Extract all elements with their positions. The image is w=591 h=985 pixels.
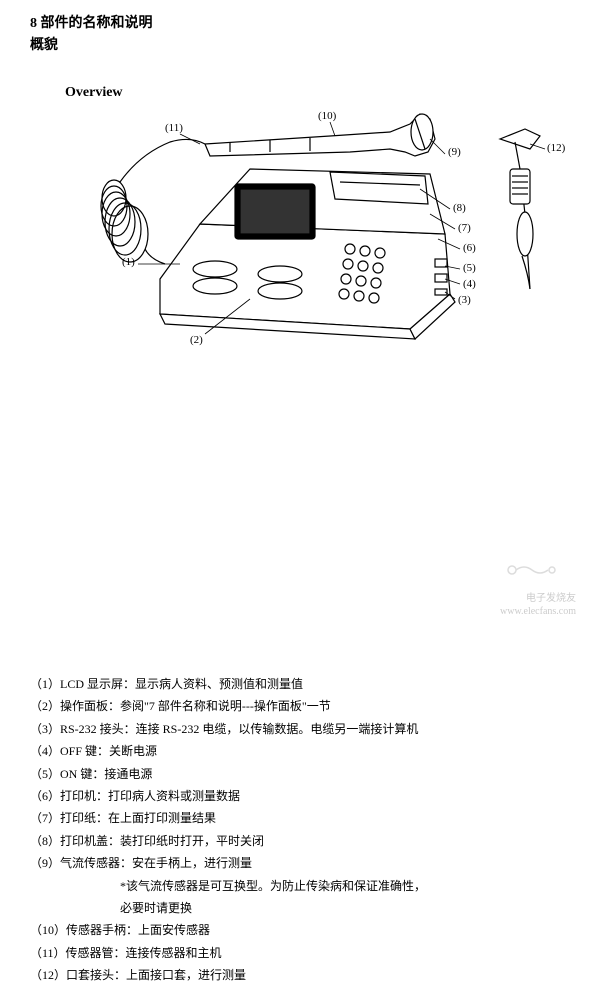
section-number: 8 [30,16,37,31]
list-item: （10）传感器手柄：上面安传感器 [30,920,561,940]
list-item: （11）传感器管：连接传感器和主机 [30,943,561,963]
section-title-text: 部件的名称和说明 [41,16,153,31]
callout-10: (10) [318,110,336,122]
device-diagram: (1) (2) (3) (4) (5) (6) (7) (8) (9) (10)… [50,94,570,374]
section-subtitle: 概貌 [30,34,561,54]
callout-5: (5) [463,262,476,274]
parts-list: （1）LCD 显示屏：显示病人资料、预测值和测量值 （2）操作面板：参阅"7 部… [30,674,561,985]
list-item: （3）RS-232 接头：连接 RS-232 电缆，以传输数据。电缆另一端接计算… [30,719,561,739]
callout-2: (2) [190,334,203,346]
callout-4: (4) [463,278,476,290]
callout-9: (9) [448,146,461,158]
watermark-brand: 电子发烧友 [500,589,576,604]
list-item: （1）LCD 显示屏：显示病人资料、预测值和测量值 [30,674,561,694]
callout-11: (11) [165,122,183,134]
section-heading: 8 部件的名称和说明 [30,12,561,32]
list-item: （8）打印机盖：装打印纸时打开，平时关闭 [30,831,561,851]
list-item: （9）气流传感器：安在手柄上，进行测量 [30,853,561,873]
device-illustration [50,94,570,374]
callout-7: (7) [458,222,471,234]
list-item: （2）操作面板：参阅"7 部件名称和说明---操作面板"一节 [30,696,561,716]
watermark-logo-icon [500,558,570,582]
list-item: （5）ON 键：接通电源 [30,764,561,784]
list-item: （7）打印纸：在上面打印测量结果 [30,808,561,828]
list-item: （6）打印机：打印病人资料或测量数据 [30,786,561,806]
callout-8: (8) [453,202,466,214]
callout-6: (6) [463,242,476,254]
list-item: （4）OFF 键：关断电源 [30,741,561,761]
watermark: 电子发烧友 www.elecfans.com [500,558,576,617]
watermark-url: www.elecfans.com [500,606,576,617]
list-item-note: *该气流传感器是可互换型。为防止传染病和保证准确性， [30,876,561,896]
list-item-note: 必要时请更换 [30,898,561,918]
callout-3: (3) [458,294,471,306]
list-item: （12）口套接头：上面接口套，进行测量 [30,965,561,985]
callout-1: (1) [122,256,135,268]
callout-12: (12) [547,142,565,154]
